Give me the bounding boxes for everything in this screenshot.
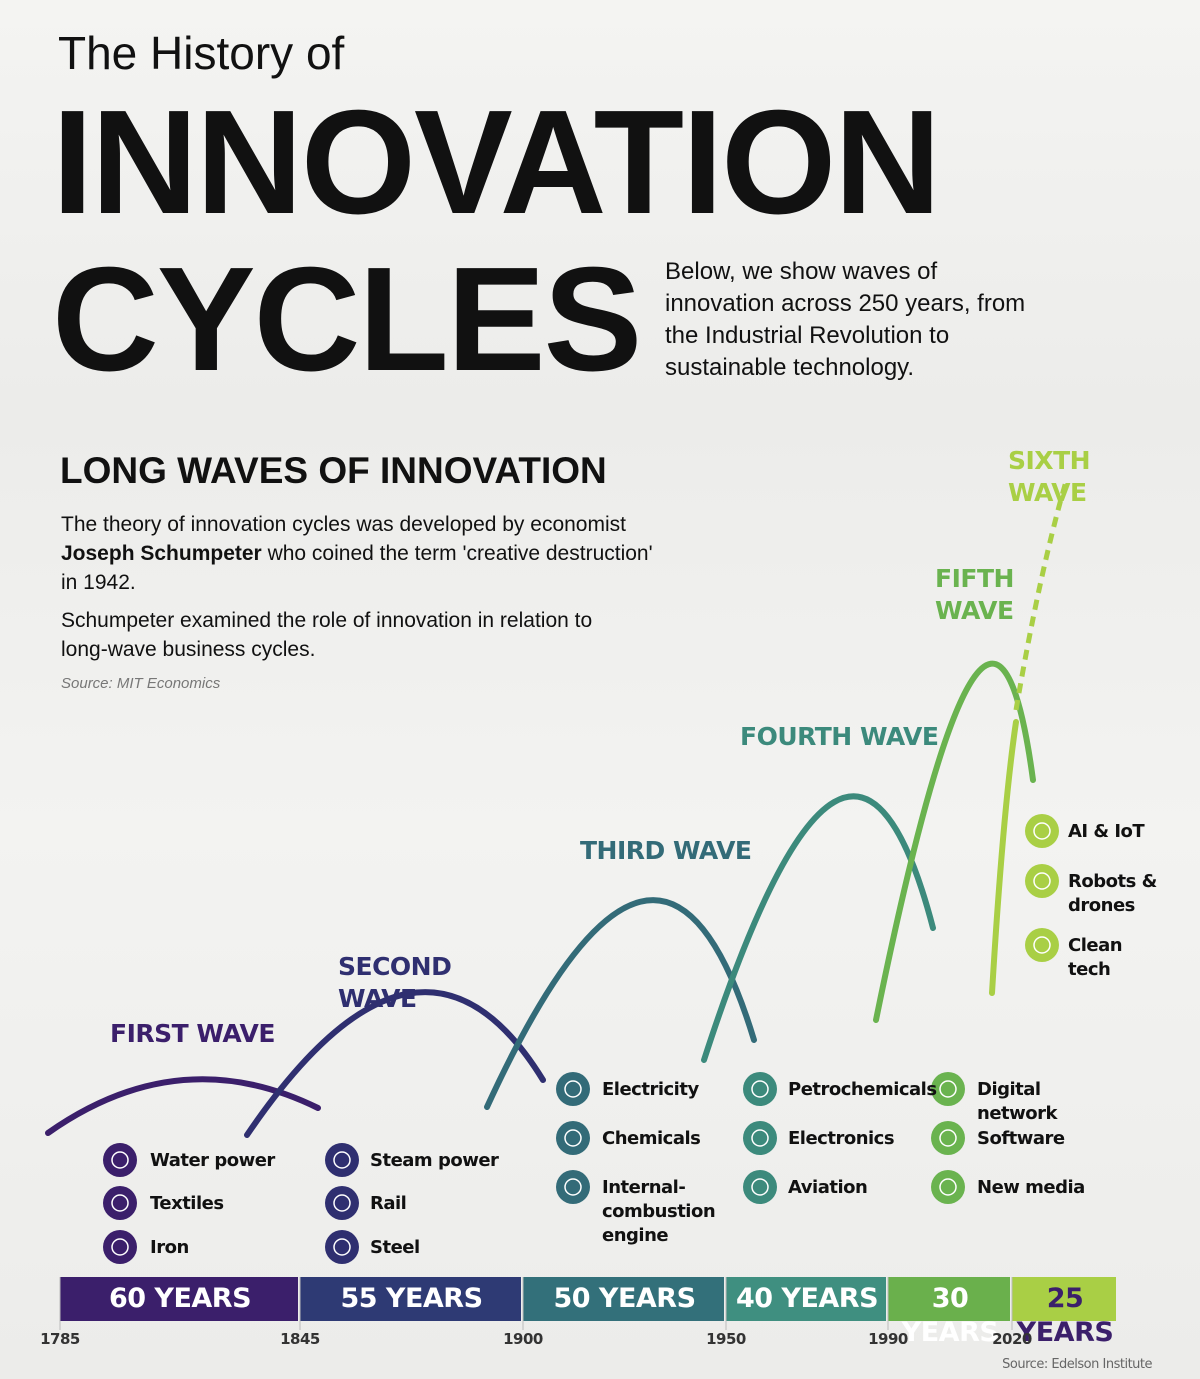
item-label: Internal-combustion engine [602, 1177, 716, 1246]
text: Joseph Schumpeter [61, 542, 262, 565]
year-label: 1900 [503, 1330, 543, 1348]
item-label: Rail [370, 1193, 407, 1214]
blurb: Below, we show waves of innovation acros… [665, 258, 1026, 381]
item-icon [931, 1170, 965, 1204]
item-label: Textiles [150, 1193, 224, 1214]
wave-curve [989, 719, 1019, 996]
timeline-segment [523, 1277, 724, 1321]
wave-label: SIXTH WAVE [1008, 446, 1091, 507]
pre-title: The History of [58, 27, 345, 79]
paragraph: Schumpeter examined the role of innovati… [61, 609, 593, 661]
duration-label: 40 YEARS [735, 1283, 879, 1314]
item-icon-glyph [751, 1178, 769, 1196]
section-heading: LONG WAVES OF INNOVATION [60, 450, 607, 491]
item-icon-glyph [751, 1080, 769, 1098]
item-label: Chemicals [602, 1128, 701, 1149]
wave-label: FOURTH WAVE [740, 722, 939, 751]
year-label: 1785 [40, 1330, 80, 1348]
item-icon-glyph [564, 1080, 582, 1098]
item-icon-glyph [1033, 936, 1051, 954]
item-icon-glyph [939, 1129, 957, 1147]
title: CYCLES [52, 237, 642, 402]
item-icon [103, 1230, 137, 1264]
item-icon-glyph [751, 1129, 769, 1147]
timeline-segment [1012, 1277, 1116, 1321]
duration-label: 30 YEARS [901, 1283, 999, 1348]
item-label: Petrochemicals [788, 1079, 937, 1100]
item-icon [743, 1072, 777, 1106]
text: The theory of innovation cycles was deve… [61, 513, 626, 536]
item-label: Software [977, 1128, 1065, 1149]
item-icon [556, 1072, 590, 1106]
item-icon [103, 1143, 137, 1177]
item-icon [556, 1121, 590, 1155]
year-label: 1990 [868, 1330, 908, 1348]
duration-label: 60 YEARS [108, 1283, 252, 1314]
source-note: Source: MIT Economics [61, 675, 221, 692]
wave-label: FIRST WAVE [110, 1019, 275, 1048]
wave-curve-projection [1013, 477, 1070, 711]
duration-label: 55 YEARS [340, 1283, 483, 1314]
item-label: Iron [150, 1237, 189, 1258]
item-label: Electronics [788, 1128, 895, 1149]
item-icon [103, 1186, 137, 1220]
item-icon [325, 1143, 359, 1177]
item-label: Steam power [370, 1150, 499, 1171]
item-icon-glyph [564, 1178, 582, 1196]
item-icon [931, 1072, 965, 1106]
item-icon [743, 1121, 777, 1155]
wave-label: FIFTH WAVE [935, 564, 1014, 625]
item-label: Steel [370, 1237, 420, 1258]
timeline-segment [60, 1277, 298, 1321]
item-icon [1025, 928, 1059, 962]
text: who coined the term 'creative destructio… [61, 542, 653, 594]
paragraph: The theory of innovation cycles was deve… [61, 510, 661, 597]
timeline-segment [888, 1277, 1010, 1321]
item-label: Aviation [788, 1177, 868, 1198]
wave-label: SECOND WAVE [338, 952, 452, 1013]
item-icon [556, 1170, 590, 1204]
item-label: New media [977, 1177, 1085, 1198]
item-label: Water power [150, 1150, 275, 1171]
item-label: Clean tech [1068, 935, 1123, 980]
item-label: Digital network [977, 1079, 1057, 1124]
wave-label: THIRD WAVE [580, 836, 752, 865]
item-label: Electricity [602, 1079, 699, 1100]
item-icon-glyph [939, 1178, 957, 1196]
year-label: 1950 [706, 1330, 746, 1348]
item-icon-glyph [111, 1194, 129, 1212]
item-label: Robots & drones [1068, 871, 1157, 916]
duration-label: 25 YEARS [1016, 1283, 1114, 1348]
wave-curve [701, 793, 936, 1063]
wave-curve [873, 660, 1036, 1023]
year-label: 2020 [992, 1330, 1032, 1348]
source: Source: Edelson Institute [1002, 1357, 1152, 1372]
item-icon [1025, 814, 1059, 848]
timeline-segment [300, 1277, 521, 1321]
item-icon-glyph [333, 1151, 351, 1169]
item-icon [325, 1186, 359, 1220]
timeline-segment [726, 1277, 886, 1321]
wave-curve [484, 897, 757, 1110]
item-icon [1025, 864, 1059, 898]
item-icon-glyph [1033, 872, 1051, 890]
wave-curve [45, 1076, 321, 1136]
item-label: AI & IoT [1068, 821, 1145, 842]
item-icon-glyph [564, 1129, 582, 1147]
item-icon [743, 1170, 777, 1204]
item-icon [325, 1230, 359, 1264]
item-icon-glyph [333, 1194, 351, 1212]
year-label: 1845 [280, 1330, 320, 1348]
item-icon-glyph [939, 1080, 957, 1098]
wave-curve [244, 989, 546, 1138]
duration-label: 50 YEARS [553, 1283, 696, 1314]
item-icon [931, 1121, 965, 1155]
item-icon-glyph [1033, 822, 1051, 840]
item-icon-glyph [333, 1238, 351, 1256]
title: INNOVATION [52, 80, 941, 245]
item-icon-glyph [111, 1238, 129, 1256]
item-icon-glyph [111, 1151, 129, 1169]
